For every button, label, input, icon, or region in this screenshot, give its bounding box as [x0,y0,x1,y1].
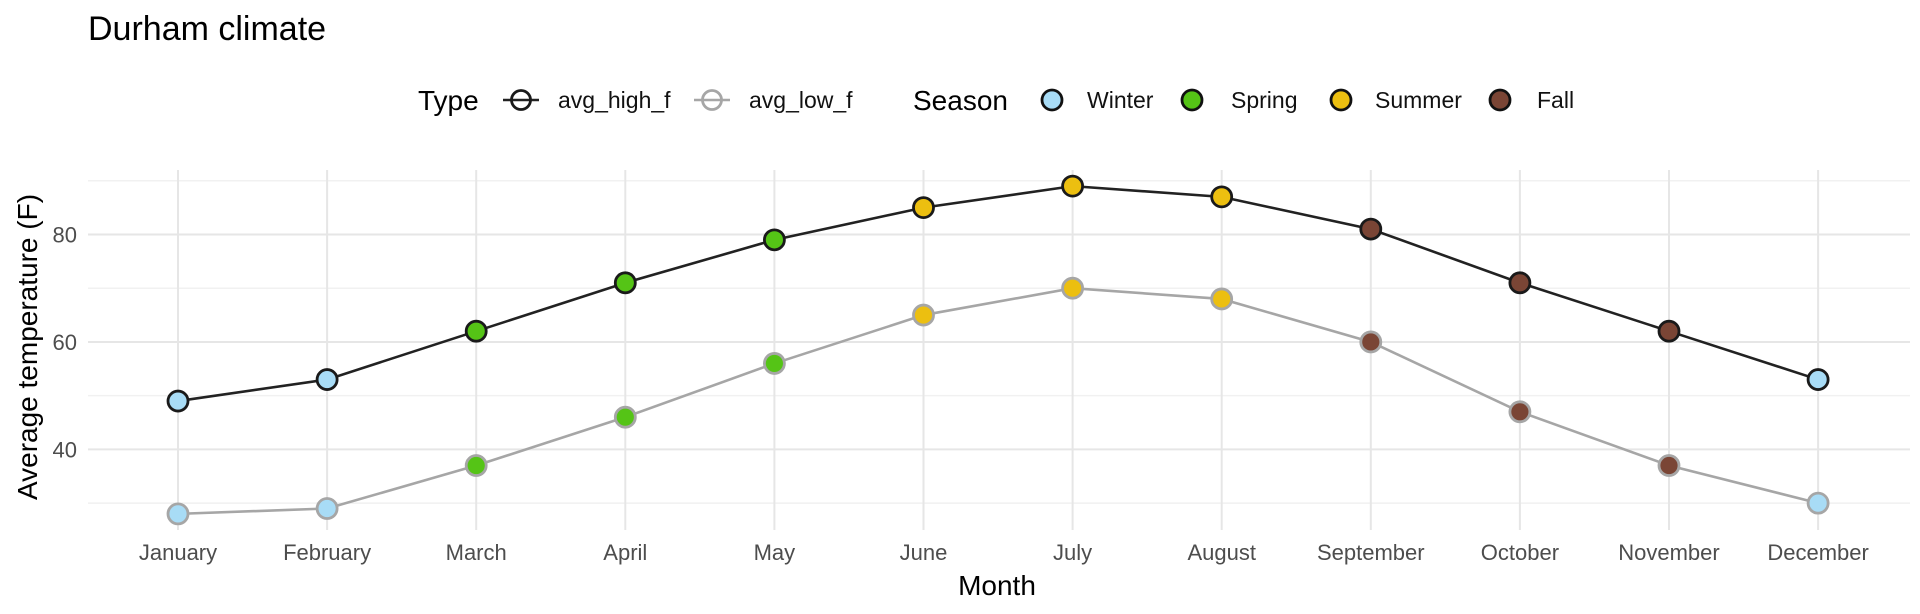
data-point-avg_low_f-november [1657,454,1681,477]
data-point-avg_low_f-march [464,454,488,477]
data-point-avg_high_f-may [763,228,786,252]
data-point-avg_high_f-february [315,368,339,391]
legend-type-title: Type [418,85,479,116]
legend-season-winter-label: Winter [1087,87,1154,113]
data-point-avg_low_f-may [763,352,786,375]
data-point-avg_low_f-july [1061,276,1084,300]
x-tick-label: March [446,540,507,565]
grid [88,170,1910,530]
legend-season-spring-label: Spring [1231,87,1297,113]
data-point-avg_low_f-june [912,303,935,327]
legend-season-spring: Spring [1180,87,1297,113]
data-point-avg_high_f-december [1806,368,1830,391]
x-tick-label: November [1618,540,1719,565]
legend-season-summer-label: Summer [1375,87,1462,113]
y-tick-labels: 40 60 80 [53,222,77,462]
data-point-avg_high_f-september [1359,217,1383,241]
series-line-avg_low_f [177,286,1819,516]
series-lines [177,184,1819,516]
data-point-avg_high_f-november [1657,319,1681,343]
data-point-avg_low_f-february [315,497,339,520]
legend-type-high: avg_high_f [503,87,671,113]
legend-season-fall-marker [1488,88,1512,112]
legend-type-low-marker [701,89,723,111]
legend-season-title: Season [913,85,1008,116]
legend-season-fall-label: Fall [1537,87,1574,113]
data-point-avg_low_f-december [1806,491,1830,515]
x-tick-label: July [1053,540,1092,565]
legend-season-winter: Winter [1040,87,1154,113]
data-point-avg_high_f-june [912,196,935,220]
data-point-avg_low_f-september [1359,330,1383,354]
data-point-avg_low_f-april [613,405,637,429]
data-point-avg_low_f-october [1508,400,1532,424]
data-point-avg_high_f-july [1061,174,1084,198]
data-point-avg_high_f-august [1210,185,1234,209]
x-tick-label: December [1767,540,1868,565]
x-tick-label: September [1317,540,1425,565]
legend: Type avg_high_f avg_low_f Season Winter … [418,85,1574,116]
data-point-avg_high_f-april [613,271,637,295]
x-tick-label: October [1481,540,1559,565]
x-tick-labels: January February March April May June July Augu… [139,540,1869,565]
data-point-avg_low_f-august [1210,287,1234,311]
x-tick-label: February [283,540,371,565]
legend-season-fall: Fall [1488,87,1574,113]
chart-title: Durham climate [88,10,326,48]
data-points [166,174,1830,526]
legend-season-winter-marker [1040,88,1064,112]
legend-type-low-label: avg_low_f [749,87,853,113]
data-point-avg_low_f-january [166,502,190,526]
legend-type-high-label: avg_high_f [558,87,671,113]
y-axis-title: Average temperature (F) [12,194,43,500]
data-point-avg_high_f-march [464,319,488,343]
y-tick-label: 80 [53,222,77,247]
y-tick-label: 40 [53,437,77,462]
x-tick-label: June [900,540,948,565]
series-line-avg_high_f [177,184,1819,403]
data-point-avg_high_f-january [166,389,190,413]
x-tick-label: August [1187,540,1256,565]
data-point-avg_high_f-october [1508,271,1532,295]
legend-type-high-marker [510,89,532,111]
legend-season-summer: Summer [1329,87,1462,113]
x-axis-title: Month [958,570,1036,601]
legend-type-low: avg_low_f [694,87,853,113]
legend-season-summer-marker [1329,88,1353,112]
legend-season-spring-marker [1180,88,1204,112]
x-tick-label: January [139,540,217,565]
y-tick-label: 60 [53,330,77,355]
x-tick-label: May [754,540,796,565]
x-tick-label: April [603,540,647,565]
